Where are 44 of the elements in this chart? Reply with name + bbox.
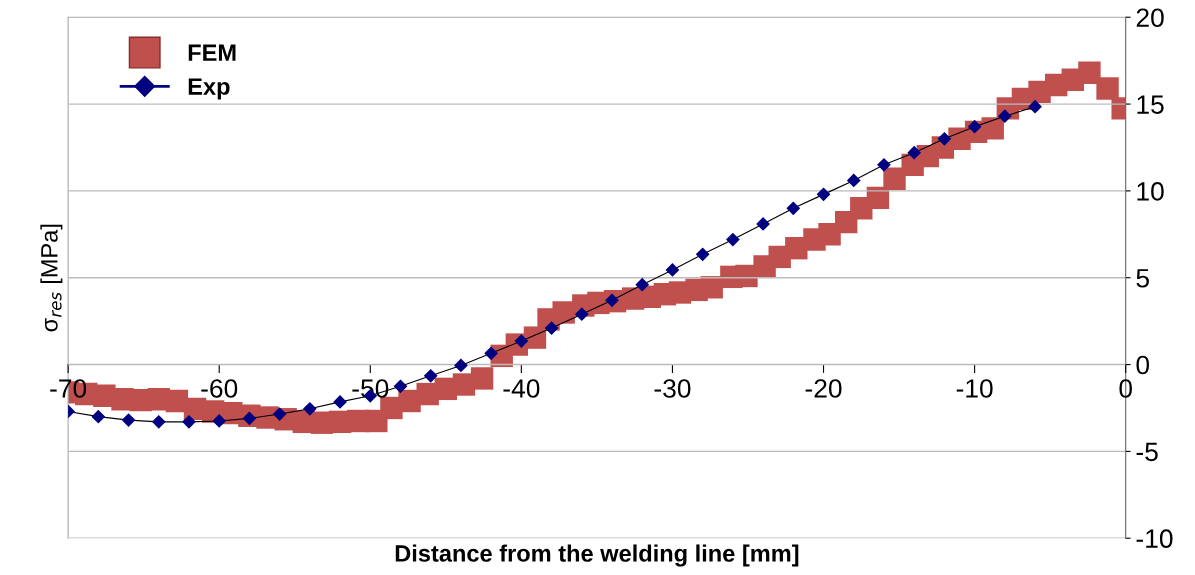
point: [484, 346, 498, 360]
point: [575, 307, 589, 321]
x-tick-label: -20: [805, 379, 842, 398]
point: [937, 132, 951, 146]
point: [877, 158, 891, 172]
point: [635, 278, 649, 292]
y-axis-title: σ$_{res}$ [MPa]: [40, 224, 63, 332]
x-tick-label: -60: [201, 379, 238, 398]
y-tick-label: 5: [1136, 269, 1149, 288]
x-tick-label: 0: [1119, 379, 1132, 398]
point: [333, 395, 347, 409]
point: [424, 369, 438, 383]
x-axis-title: Distance from the welding line [mm]: [395, 544, 799, 567]
point: [726, 232, 740, 247]
point: [454, 358, 468, 373]
y-tick-label: 20: [1136, 8, 1164, 28]
point: [847, 173, 861, 188]
legend-label: FEM: [188, 44, 236, 61]
point: [182, 415, 196, 429]
x-tick-label: -40: [503, 379, 540, 398]
x-tick-label: -30: [654, 379, 691, 398]
point: [303, 402, 317, 416]
y-tick-label: 0: [1136, 355, 1150, 375]
x-tick-label: -10: [956, 379, 993, 398]
legend-label: Exp: [188, 78, 230, 100]
point: [998, 109, 1012, 123]
y-tick-label: 15: [1137, 95, 1164, 114]
point: [696, 247, 710, 261]
point: [786, 201, 800, 215]
y-tick-label: 10: [1137, 182, 1164, 201]
point: [91, 410, 105, 424]
point: [816, 187, 831, 201]
point: [393, 379, 408, 393]
y-tick-label: -5: [1136, 442, 1158, 462]
point: [152, 415, 166, 429]
point: [756, 217, 770, 231]
point: [665, 263, 680, 277]
point: [121, 413, 136, 427]
x-tick-label: -70: [50, 379, 87, 398]
point: [907, 146, 921, 160]
y-tick-label: -10: [1136, 529, 1173, 549]
point: [544, 321, 559, 335]
point: [212, 414, 226, 428]
point: [1028, 100, 1042, 114]
